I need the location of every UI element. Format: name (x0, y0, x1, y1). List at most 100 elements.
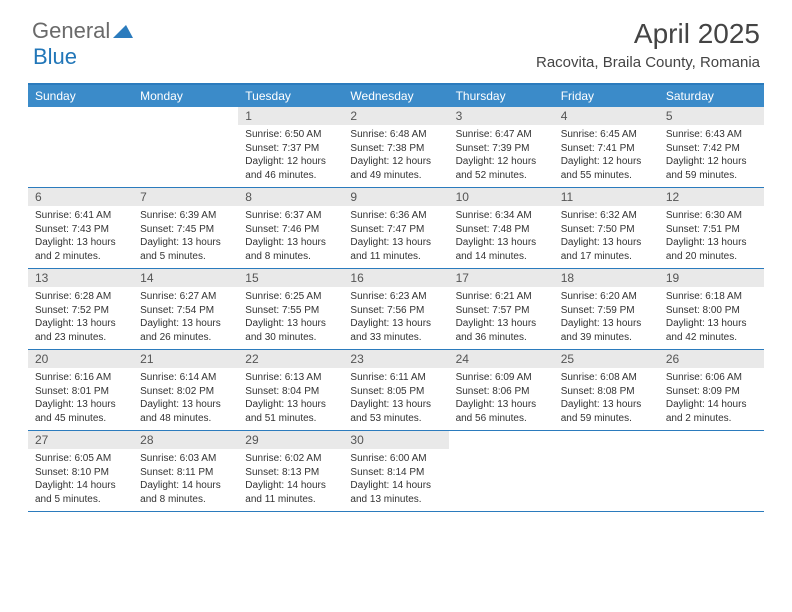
calendar-cell: 30Sunrise: 6:00 AMSunset: 8:14 PMDayligh… (343, 431, 448, 511)
sunset-text: Sunset: 7:47 PM (350, 223, 441, 237)
calendar-cell: 22Sunrise: 6:13 AMSunset: 8:04 PMDayligh… (238, 350, 343, 430)
sunset-text: Sunset: 8:10 PM (35, 466, 126, 480)
sunset-text: Sunset: 7:54 PM (140, 304, 231, 318)
calendar-cell: 14Sunrise: 6:27 AMSunset: 7:54 PMDayligh… (133, 269, 238, 349)
day-number: 11 (554, 188, 659, 206)
sunrise-text: Sunrise: 6:06 AM (666, 371, 757, 385)
calendar: SundayMondayTuesdayWednesdayThursdayFrid… (28, 83, 764, 512)
daylight-text: Daylight: 12 hours and 46 minutes. (245, 155, 336, 182)
day-data (449, 449, 554, 457)
day-data: Sunrise: 6:14 AMSunset: 8:02 PMDaylight:… (133, 368, 238, 430)
sunset-text: Sunset: 8:13 PM (245, 466, 336, 480)
day-number: 18 (554, 269, 659, 287)
sunset-text: Sunset: 8:00 PM (666, 304, 757, 318)
sunrise-text: Sunrise: 6:08 AM (561, 371, 652, 385)
day-number: 30 (343, 431, 448, 449)
sunset-text: Sunset: 8:05 PM (350, 385, 441, 399)
day-number (28, 107, 133, 125)
sunset-text: Sunset: 7:56 PM (350, 304, 441, 318)
sunset-text: Sunset: 8:01 PM (35, 385, 126, 399)
day-number: 5 (659, 107, 764, 125)
daylight-text: Daylight: 13 hours and 56 minutes. (456, 398, 547, 425)
day-data (554, 449, 659, 457)
day-number: 12 (659, 188, 764, 206)
day-number: 1 (238, 107, 343, 125)
daylight-text: Daylight: 13 hours and 23 minutes. (35, 317, 126, 344)
sunset-text: Sunset: 7:52 PM (35, 304, 126, 318)
day-data (28, 125, 133, 133)
calendar-cell: 26Sunrise: 6:06 AMSunset: 8:09 PMDayligh… (659, 350, 764, 430)
sunset-text: Sunset: 7:46 PM (245, 223, 336, 237)
logo-text-1: General (32, 18, 110, 44)
day-data: Sunrise: 6:09 AMSunset: 8:06 PMDaylight:… (449, 368, 554, 430)
calendar-cell: 15Sunrise: 6:25 AMSunset: 7:55 PMDayligh… (238, 269, 343, 349)
day-number: 21 (133, 350, 238, 368)
sunrise-text: Sunrise: 6:13 AM (245, 371, 336, 385)
daylight-text: Daylight: 13 hours and 45 minutes. (35, 398, 126, 425)
day-data: Sunrise: 6:34 AMSunset: 7:48 PMDaylight:… (449, 206, 554, 268)
day-data: Sunrise: 6:11 AMSunset: 8:05 PMDaylight:… (343, 368, 448, 430)
day-number: 4 (554, 107, 659, 125)
sunset-text: Sunset: 7:45 PM (140, 223, 231, 237)
calendar-cell-empty (554, 431, 659, 511)
sunset-text: Sunset: 7:48 PM (456, 223, 547, 237)
daylight-text: Daylight: 13 hours and 20 minutes. (666, 236, 757, 263)
calendar-cell-empty (449, 431, 554, 511)
sunrise-text: Sunrise: 6:43 AM (666, 128, 757, 142)
daylight-text: Daylight: 13 hours and 51 minutes. (245, 398, 336, 425)
sunset-text: Sunset: 8:14 PM (350, 466, 441, 480)
logo-text-2-wrap: Blue (33, 44, 77, 70)
calendar-cell: 12Sunrise: 6:30 AMSunset: 7:51 PMDayligh… (659, 188, 764, 268)
day-number: 16 (343, 269, 448, 287)
daylight-text: Daylight: 13 hours and 30 minutes. (245, 317, 336, 344)
calendar-cell: 21Sunrise: 6:14 AMSunset: 8:02 PMDayligh… (133, 350, 238, 430)
sunset-text: Sunset: 8:08 PM (561, 385, 652, 399)
day-data: Sunrise: 6:48 AMSunset: 7:38 PMDaylight:… (343, 125, 448, 187)
weekday-header-row: SundayMondayTuesdayWednesdayThursdayFrid… (28, 85, 764, 107)
day-data: Sunrise: 6:02 AMSunset: 8:13 PMDaylight:… (238, 449, 343, 511)
month-title: April 2025 (536, 18, 760, 50)
day-data: Sunrise: 6:32 AMSunset: 7:50 PMDaylight:… (554, 206, 659, 268)
sunrise-text: Sunrise: 6:48 AM (350, 128, 441, 142)
sunrise-text: Sunrise: 6:30 AM (666, 209, 757, 223)
daylight-text: Daylight: 13 hours and 11 minutes. (350, 236, 441, 263)
sunset-text: Sunset: 8:04 PM (245, 385, 336, 399)
calendar-cell: 2Sunrise: 6:48 AMSunset: 7:38 PMDaylight… (343, 107, 448, 187)
calendar-cell: 19Sunrise: 6:18 AMSunset: 8:00 PMDayligh… (659, 269, 764, 349)
calendar-cell: 20Sunrise: 6:16 AMSunset: 8:01 PMDayligh… (28, 350, 133, 430)
calendar-cell: 28Sunrise: 6:03 AMSunset: 8:11 PMDayligh… (133, 431, 238, 511)
calendar-week: 27Sunrise: 6:05 AMSunset: 8:10 PMDayligh… (28, 431, 764, 512)
day-number: 13 (28, 269, 133, 287)
weekday-header: Saturday (659, 85, 764, 107)
daylight-text: Daylight: 13 hours and 5 minutes. (140, 236, 231, 263)
day-data: Sunrise: 6:28 AMSunset: 7:52 PMDaylight:… (28, 287, 133, 349)
day-data: Sunrise: 6:23 AMSunset: 7:56 PMDaylight:… (343, 287, 448, 349)
sunrise-text: Sunrise: 6:47 AM (456, 128, 547, 142)
calendar-cell: 5 Sunrise: 6:43 AMSunset: 7:42 PMDaylight… (659, 107, 764, 187)
day-number: 7 (133, 188, 238, 206)
sunrise-text: Sunrise: 6:39 AM (140, 209, 231, 223)
sunrise-text: Sunrise: 6:34 AM (456, 209, 547, 223)
daylight-text: Daylight: 13 hours and 8 minutes. (245, 236, 336, 263)
calendar-week: 6Sunrise: 6:41 AMSunset: 7:43 PMDaylight… (28, 188, 764, 269)
day-number: 14 (133, 269, 238, 287)
day-data: Sunrise: 6:25 AMSunset: 7:55 PMDaylight:… (238, 287, 343, 349)
logo-text-2: Blue (33, 44, 77, 69)
calendar-week: 20Sunrise: 6:16 AMSunset: 8:01 PMDayligh… (28, 350, 764, 431)
sunset-text: Sunset: 7:42 PM (666, 142, 757, 156)
logo-triangle-icon (113, 18, 133, 44)
sunset-text: Sunset: 7:57 PM (456, 304, 547, 318)
sunrise-text: Sunrise: 6:20 AM (561, 290, 652, 304)
calendar-cell: 18Sunrise: 6:20 AMSunset: 7:59 PMDayligh… (554, 269, 659, 349)
sunset-text: Sunset: 8:11 PM (140, 466, 231, 480)
day-data: Sunrise: 6:36 AMSunset: 7:47 PMDaylight:… (343, 206, 448, 268)
sunset-text: Sunset: 8:06 PM (456, 385, 547, 399)
weekday-header: Thursday (449, 85, 554, 107)
calendar-cell: 9Sunrise: 6:36 AMSunset: 7:47 PMDaylight… (343, 188, 448, 268)
sunset-text: Sunset: 7:43 PM (35, 223, 126, 237)
day-data: Sunrise: 6:03 AMSunset: 8:11 PMDaylight:… (133, 449, 238, 511)
daylight-text: Daylight: 12 hours and 59 minutes. (666, 155, 757, 182)
day-data (659, 449, 764, 457)
day-number: 24 (449, 350, 554, 368)
day-data: Sunrise: 6:13 AMSunset: 8:04 PMDaylight:… (238, 368, 343, 430)
